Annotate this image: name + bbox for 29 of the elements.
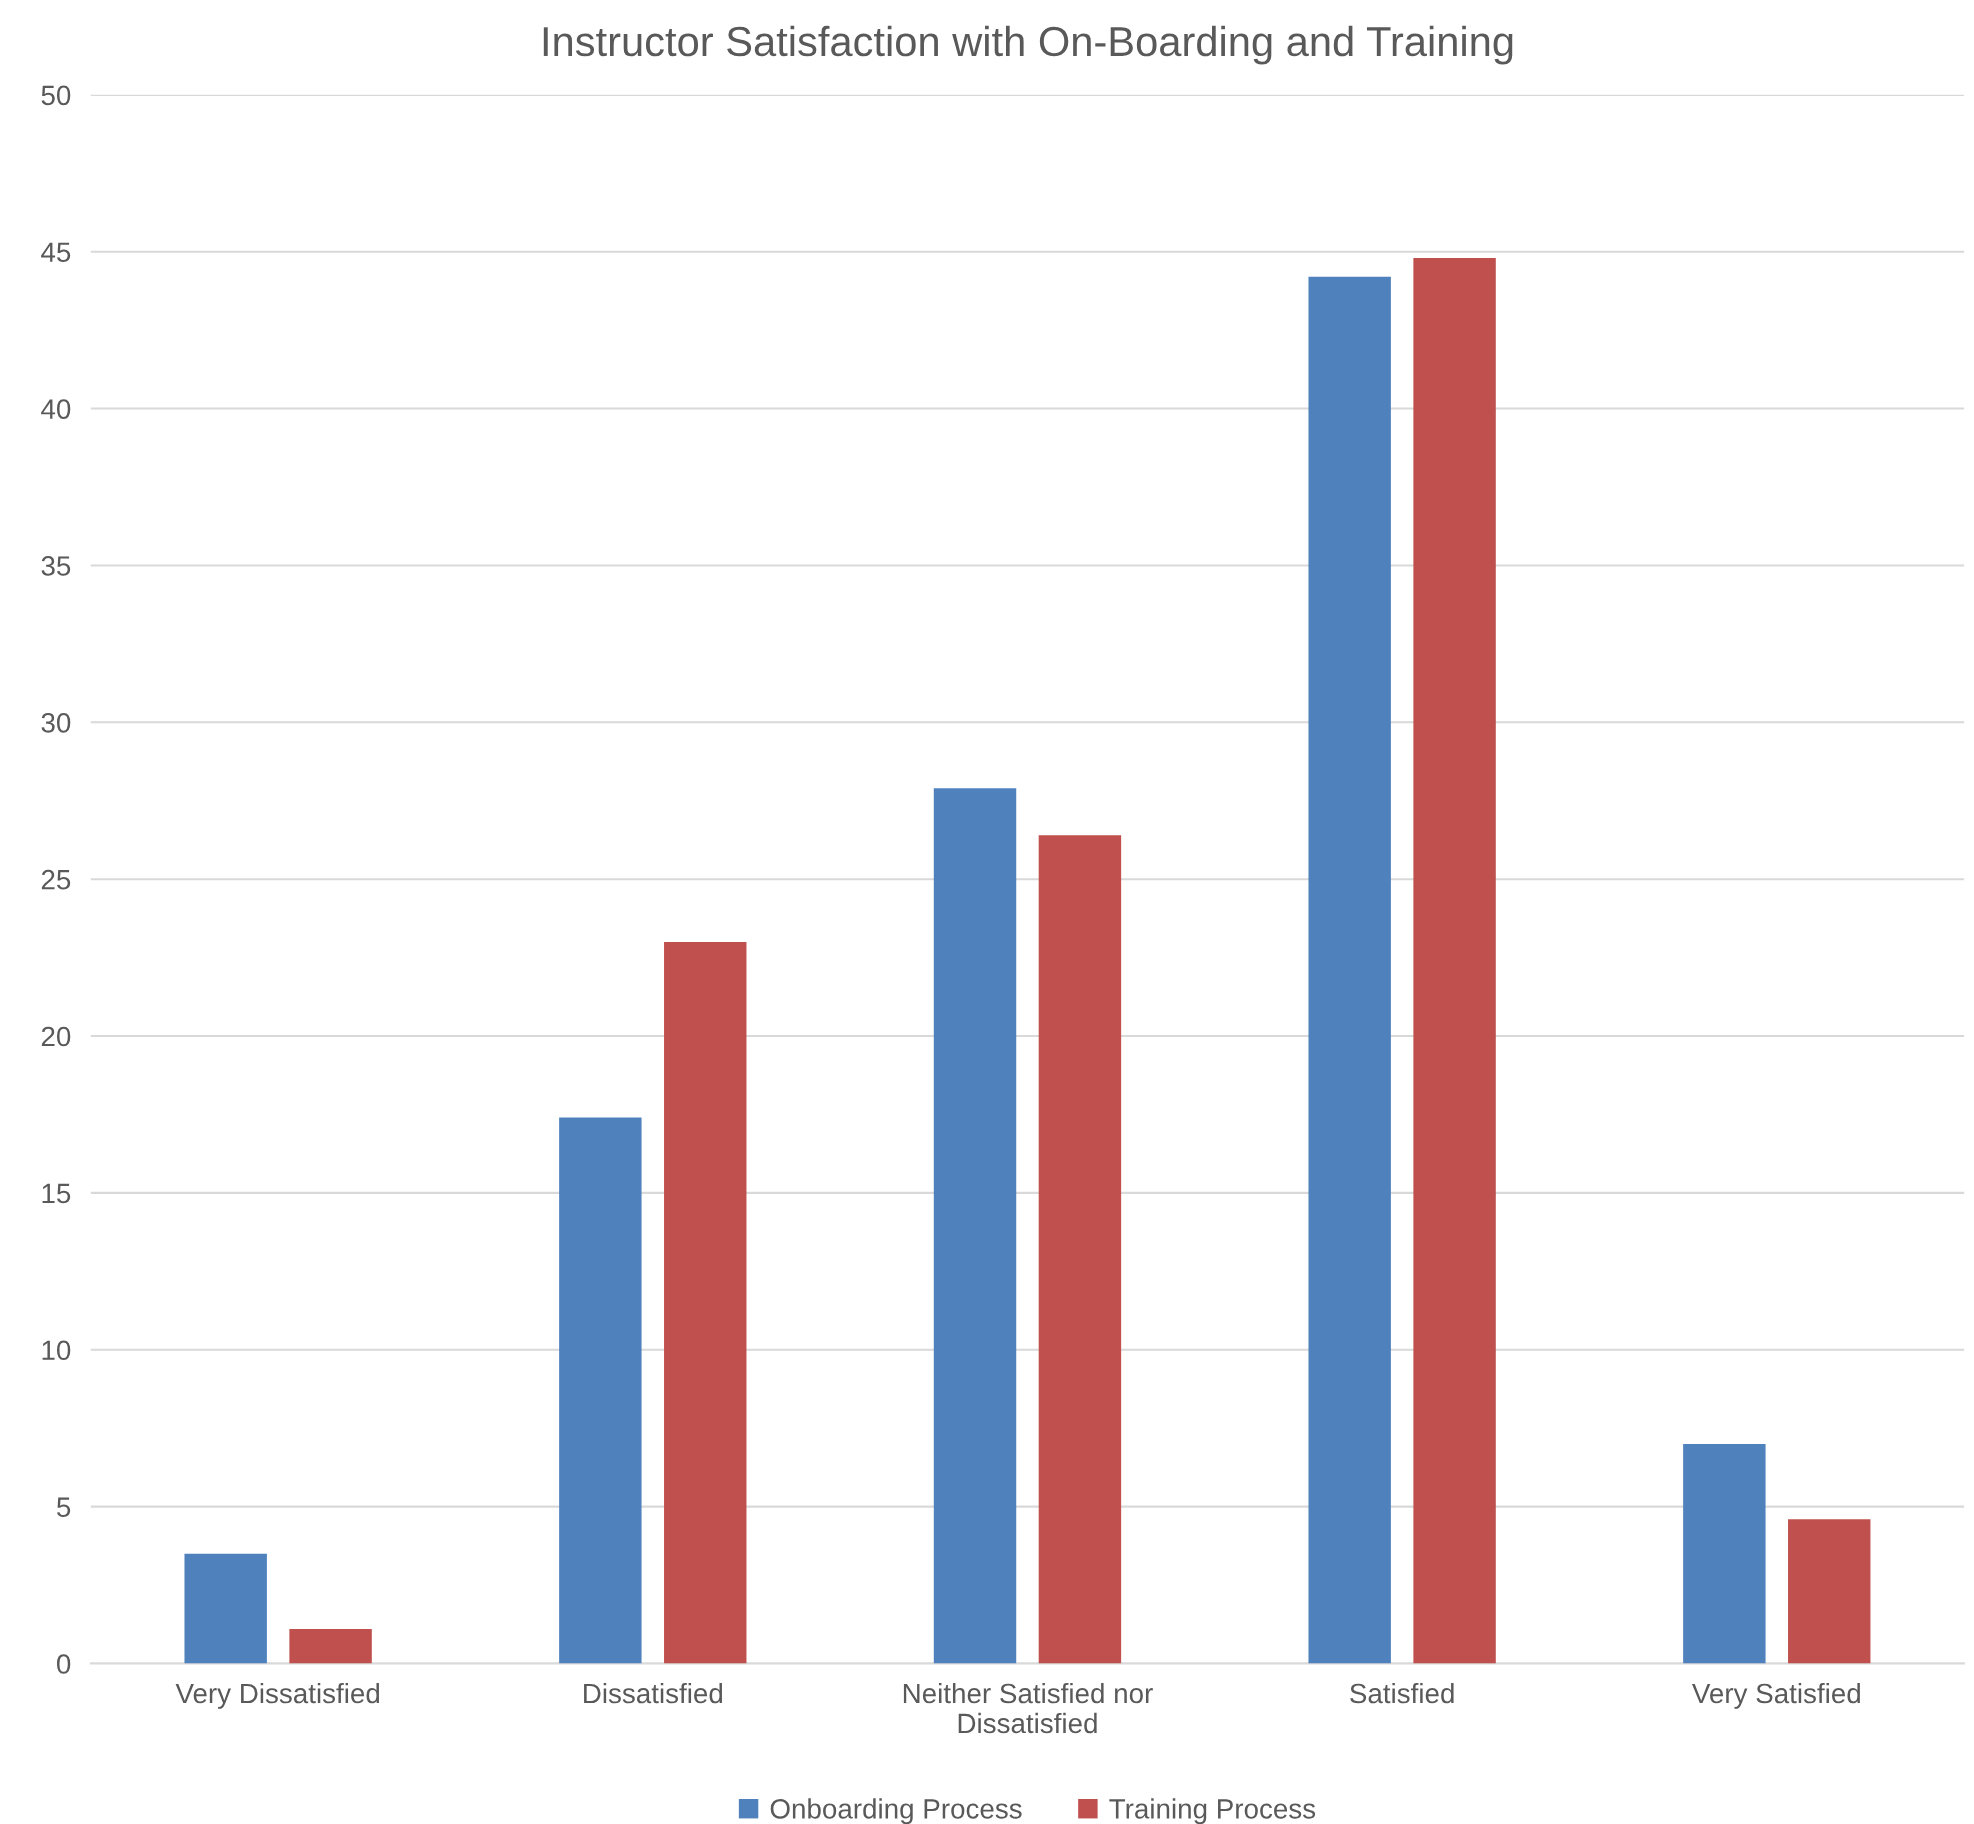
bar — [1788, 1519, 1871, 1664]
y-tick-label: 0 — [57, 1654, 71, 1674]
bar — [664, 941, 747, 1664]
bar — [1038, 835, 1122, 1664]
bar — [184, 1553, 267, 1664]
y-tick-label: 25 — [41, 869, 71, 890]
y-tick-label: 35 — [41, 556, 71, 576]
bar — [933, 788, 1017, 1664]
bar — [289, 1628, 372, 1664]
y-tick-label: 10 — [42, 1340, 71, 1361]
x-tick-label: Neither Satisfied nor Dissatisfied — [903, 1682, 1153, 1734]
x-tick-label: Very Dissatisfied — [175, 1682, 380, 1709]
x-tick-label: Dissatisfied — [584, 1682, 723, 1704]
legend-label: Training Process — [1109, 1798, 1316, 1824]
x-tick-label: Satisfied — [1350, 1682, 1454, 1704]
y-tick-label: 15 — [42, 1183, 71, 1204]
bar — [1308, 276, 1391, 1664]
y-tick-label: 50 — [41, 85, 71, 106]
bar — [1683, 1443, 1766, 1664]
bar — [559, 1117, 642, 1664]
y-tick-label: 45 — [41, 242, 71, 263]
y-tick-label: 40 — [41, 399, 71, 419]
y-tick-label: 30 — [41, 712, 71, 733]
y-tick-label: 20 — [41, 1026, 71, 1047]
x-tick-label: Very Satisfied — [1692, 1682, 1860, 1709]
chart-title: Instructor Satisfaction with On-Boarding and Training — [543, 25, 1513, 65]
legend-label: Onboarding Process — [770, 1798, 1022, 1824]
bar — [1413, 257, 1496, 1664]
y-tick-label: 5 — [57, 1497, 71, 1517]
